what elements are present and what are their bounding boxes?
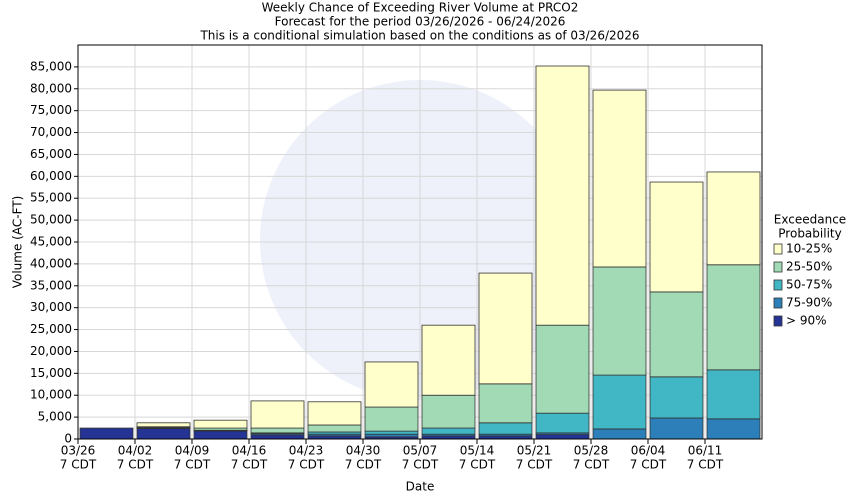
y-tick-label: 10,000 (30, 388, 72, 402)
bar-segment (421, 324, 476, 396)
x-tick-label: 7 CDT (687, 458, 724, 472)
bar-segment (250, 427, 305, 434)
bar-segment (535, 65, 590, 326)
x-tick-label: 7 CDT (573, 458, 610, 472)
bar-segment (706, 369, 761, 420)
bar-segment (649, 376, 704, 419)
bar-segment (592, 428, 647, 440)
x-tick-label: 05/07 (403, 444, 438, 458)
y-tick-label: 55,000 (30, 191, 72, 205)
x-tick-label: 7 CDT (231, 458, 268, 472)
legend-label: 75-90% (786, 296, 832, 310)
bar-segment (193, 430, 248, 440)
y-tick-label: 30,000 (30, 300, 72, 314)
chart-subtitle: Forecast for the period 03/26/2026 - 06/… (275, 15, 566, 29)
legend-swatch (773, 243, 783, 255)
legend-swatch (773, 279, 783, 291)
y-tick-label: 70,000 (30, 125, 72, 139)
bar-segment (193, 419, 248, 429)
bar-segment (706, 418, 761, 440)
bar-segment (592, 374, 647, 430)
x-tick-label: 06/04 (631, 444, 666, 458)
x-tick-label: 7 CDT (288, 458, 325, 472)
legend-label: 25-50% (786, 260, 832, 274)
legend-label: > 90% (786, 314, 827, 328)
x-tick-label: 7 CDT (630, 458, 667, 472)
x-tick-label: 7 CDT (345, 458, 382, 472)
y-tick-label: 0 (64, 432, 72, 446)
bar-segment (535, 324, 590, 414)
bar-segment (364, 430, 419, 435)
y-tick-label: 85,000 (30, 59, 72, 73)
chart-title: Weekly Chance of Exceeding River Volume … (262, 1, 579, 15)
bar-segment (364, 406, 419, 432)
y-axis-label: Volume (AC-FT) (11, 196, 25, 289)
bar-segment (649, 291, 704, 378)
x-tick-label: 7 CDT (402, 458, 439, 472)
bar-segment (706, 264, 761, 371)
x-tick-label: 04/30 (346, 444, 381, 458)
bar-segment (478, 272, 533, 385)
chart-subtitle: This is a conditional simulation based o… (199, 29, 639, 43)
legend-swatch (773, 315, 783, 327)
y-tick-label: 15,000 (30, 366, 72, 380)
x-tick-label: 7 CDT (60, 458, 97, 472)
legend-title: Exceedance (774, 213, 846, 227)
y-tick-label: 35,000 (30, 278, 72, 292)
x-tick-label: 04/23 (289, 444, 324, 458)
x-tick-label: 05/21 (517, 444, 552, 458)
legend-swatch (773, 261, 783, 273)
x-axis-label: Date (406, 480, 435, 494)
bar-segment (79, 427, 134, 440)
bar-segment (592, 89, 647, 268)
bar-segment (535, 434, 590, 440)
x-tick-label: 7 CDT (174, 458, 211, 472)
bar-segment (592, 266, 647, 376)
bar-segment (136, 422, 191, 428)
x-tick-label: 06/11 (688, 444, 723, 458)
y-tick-label: 75,000 (30, 103, 72, 117)
y-tick-label: 65,000 (30, 147, 72, 161)
bar-segment (649, 181, 704, 293)
y-tick-label: 5,000 (38, 410, 72, 424)
y-tick-label: 80,000 (30, 81, 72, 95)
bar-segment (136, 428, 191, 440)
y-tick-label: 20,000 (30, 344, 72, 358)
bar-segment (478, 383, 533, 424)
x-tick-label: 05/14 (460, 444, 495, 458)
bar-segment (706, 171, 761, 266)
bar-segment (307, 401, 362, 426)
x-tick-label: 04/16 (232, 444, 267, 458)
y-tick-label: 50,000 (30, 213, 72, 227)
x-tick-label: 03/26 (61, 444, 96, 458)
legend-label: 10-25% (786, 242, 832, 256)
bar-segment (478, 422, 533, 435)
bar-segment (421, 394, 476, 429)
legend-title: Probability (778, 227, 841, 241)
x-tick-label: 7 CDT (117, 458, 154, 472)
bar-segment (307, 424, 362, 433)
legend-swatch (773, 297, 783, 309)
bar-segment (250, 434, 305, 440)
bar-segment (649, 417, 704, 440)
bar-segment (250, 400, 305, 429)
x-tick-label: 05/28 (574, 444, 609, 458)
bar-segment (421, 427, 476, 435)
x-tick-label: 04/02 (118, 444, 153, 458)
y-tick-label: 45,000 (30, 235, 72, 249)
y-tick-label: 25,000 (30, 322, 72, 336)
y-tick-label: 40,000 (30, 256, 72, 270)
x-tick-label: 04/09 (175, 444, 210, 458)
x-tick-label: 7 CDT (516, 458, 553, 472)
y-tick-label: 60,000 (30, 169, 72, 183)
legend-label: 50-75% (786, 278, 832, 292)
bar-segment (535, 412, 590, 434)
bar-segment (364, 361, 419, 408)
plot-frame (77, 44, 763, 440)
x-tick-label: 7 CDT (459, 458, 496, 472)
